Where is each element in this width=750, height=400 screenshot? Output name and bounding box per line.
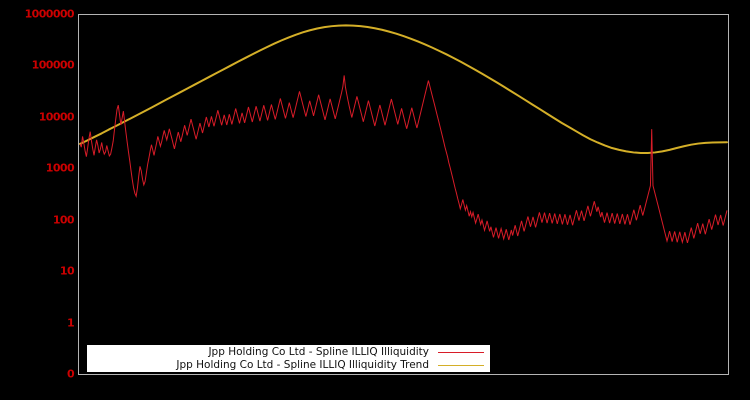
- legend-item-illiquidity: Jpp Holding Co Ltd - Spline ILLIQ Illiqu…: [87, 346, 484, 359]
- y-tick-label: 100: [52, 213, 75, 227]
- y-tick-label: 10000: [38, 110, 75, 124]
- y-tick-label: 1000000: [24, 7, 75, 21]
- y-axis: 1000000 100000 10000 1000 100 10 1 0: [0, 0, 75, 400]
- legend-swatch-illiquidity: [438, 351, 484, 353]
- legend-swatch-trend: [438, 364, 484, 366]
- y-tick-label: 1000: [45, 161, 75, 175]
- trend-line-series: [79, 24, 728, 154]
- legend-item-trend: Jpp Holding Co Ltd - Spline ILLIQ Illiqu…: [87, 359, 484, 372]
- legend-label-trend: Jpp Holding Co Ltd - Spline ILLIQ Illiqu…: [176, 358, 429, 371]
- plot-area: [79, 24, 728, 245]
- plot-frame-border: [78, 14, 729, 375]
- y-tick-label: 100000: [31, 58, 75, 72]
- y-tick-label: 10: [59, 264, 75, 278]
- legend-label-illiquidity: Jpp Holding Co Ltd - Spline ILLIQ Illiqu…: [208, 345, 429, 358]
- y-tick-label: 1: [66, 316, 75, 330]
- illiquidity-line-series: [79, 75, 728, 245]
- chart-legend: Jpp Holding Co Ltd - Spline ILLIQ Illiqu…: [87, 345, 490, 372]
- y-tick-label: 0: [66, 367, 75, 381]
